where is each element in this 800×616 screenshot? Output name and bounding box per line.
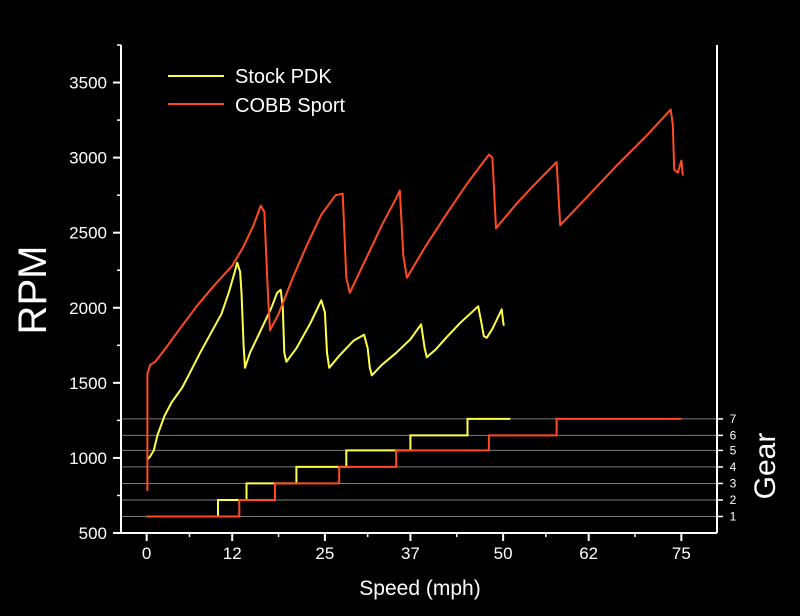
- gear-tick-label-2: 2: [730, 493, 737, 507]
- legend-label-cobb-sport: COBB Sport: [235, 95, 345, 117]
- x-tick-label-12: 12: [223, 544, 242, 563]
- axes: [120, 45, 718, 534]
- rpm-line-stock-pdk: [146, 261, 505, 461]
- gear-tick-label-4: 4: [730, 460, 737, 474]
- x-axis-title: Speed (mph): [359, 577, 480, 600]
- y-tick-label-2000: 2000: [69, 299, 107, 318]
- gear-tick-label-1: 1: [730, 509, 737, 523]
- y-tick-label-3500: 3500: [69, 74, 107, 93]
- gear-tick-label-3: 3: [730, 476, 737, 490]
- y-tick-label-1000: 1000: [69, 449, 107, 468]
- y-tick-label-500: 500: [79, 524, 107, 543]
- gear-tick-label-6: 6: [730, 428, 737, 442]
- x-tick-label-0: 0: [142, 544, 151, 563]
- y-tick-label-1500: 1500: [69, 374, 107, 393]
- x-tick-label-50: 50: [494, 544, 513, 563]
- y-tick-label-3000: 3000: [69, 149, 107, 168]
- y-axis-title: RPM: [11, 246, 55, 335]
- x-tick-label-37: 37: [401, 544, 420, 563]
- rpm-line-cobb-sport: [146, 108, 684, 491]
- gear-tick-label-7: 7: [730, 412, 737, 426]
- legend: Stock PDK COBB Sport: [168, 66, 345, 117]
- gear-line-stock-pdk: [146, 417, 511, 518]
- y2-axis-title: Gear: [749, 433, 782, 500]
- y-tick-label-2500: 2500: [69, 224, 107, 243]
- x-tick-label-75: 75: [672, 544, 691, 563]
- legend-label-stock-pdk: Stock PDK: [235, 66, 332, 88]
- gear-tick-label-5: 5: [730, 443, 737, 457]
- x-tick-label-62: 62: [579, 544, 598, 563]
- series-layer: [146, 108, 684, 518]
- x-tick-label-25: 25: [315, 544, 334, 563]
- gear-line-cobb-sport: [146, 417, 682, 518]
